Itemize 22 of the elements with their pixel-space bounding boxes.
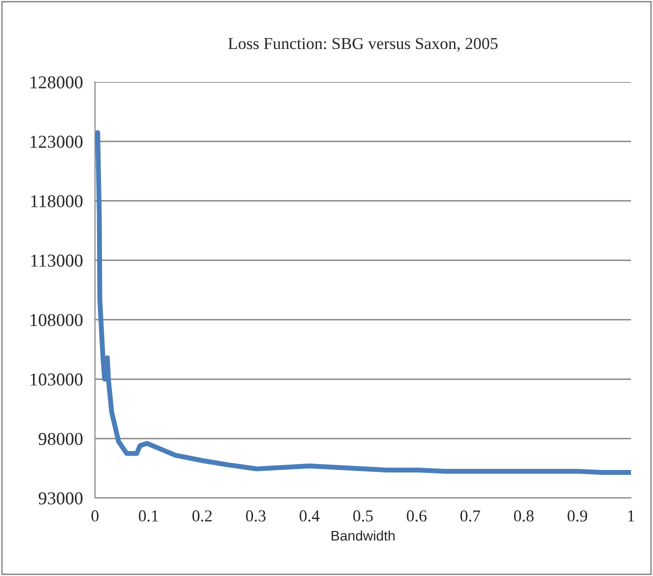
y-tick-label: 113000 — [31, 254, 83, 267]
x-tick-label: 0.6 — [406, 510, 427, 522]
x-tick-label: 0.1 — [138, 510, 158, 522]
x-tick-label: 1 — [628, 510, 634, 522]
x-tick-label: 0.9 — [568, 510, 588, 522]
y-tick-label: 98000 — [38, 432, 83, 446]
x-tick-label: 0.4 — [300, 510, 320, 522]
y-tick-label: 123000 — [30, 136, 83, 148]
x-tick-label: 0.3 — [246, 510, 266, 522]
y-tick-label: 118000 — [31, 195, 83, 208]
x-tick-label: 0.7 — [460, 510, 480, 522]
x-tick-label: 0.5 — [353, 510, 373, 522]
y-tick-label: 103000 — [30, 373, 83, 386]
y-tick-label: 93000 — [38, 492, 83, 504]
chart-title: Loss Function: SBG versus Saxon, 2005 — [228, 38, 498, 52]
y-tick-label: 108000 — [30, 314, 83, 326]
x-axis-title: Bandwidth — [332, 530, 395, 541]
x-tick-label: 0.2 — [192, 510, 212, 522]
x-tick-label: 0.8 — [514, 510, 534, 522]
x-tick-label: 0 — [91, 510, 99, 522]
line-series — [95, 130, 631, 475]
y-tick-label: 128000 — [30, 76, 83, 88]
